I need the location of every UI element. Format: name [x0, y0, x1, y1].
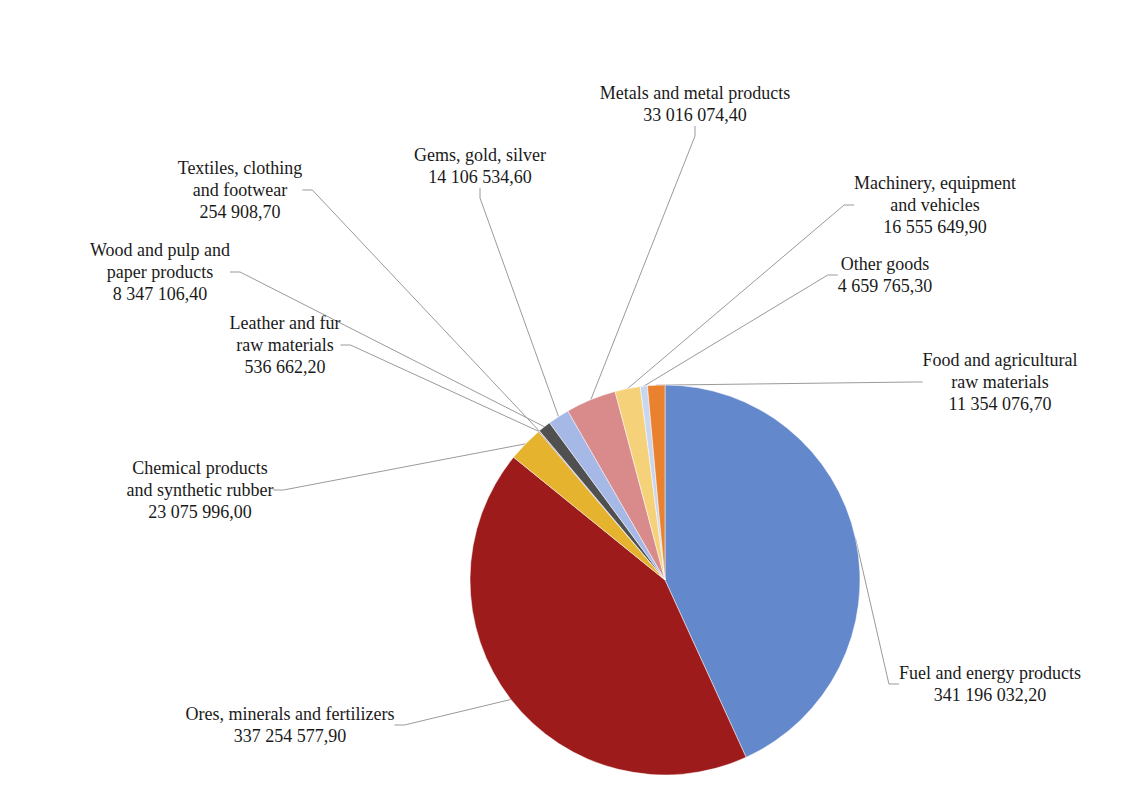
- svg-text:4 659 765,30: 4 659 765,30: [838, 276, 933, 296]
- svg-text:raw materials: raw materials: [236, 335, 333, 355]
- svg-text:Textiles, clothing: Textiles, clothing: [178, 158, 303, 178]
- svg-text:14 106 534,60: 14 106 534,60: [428, 167, 532, 187]
- svg-text:536 662,20: 536 662,20: [245, 357, 326, 377]
- svg-text:Ores, minerals and fertilizers: Ores, minerals and fertilizers: [186, 704, 395, 724]
- svg-text:Other goods: Other goods: [841, 254, 930, 274]
- svg-text:33 016 074,40: 33 016 074,40: [643, 105, 747, 125]
- svg-text:and footwear: and footwear: [193, 180, 287, 200]
- svg-text:11 354 076,70: 11 354 076,70: [949, 394, 1052, 414]
- svg-text:paper products: paper products: [107, 262, 213, 282]
- svg-text:16 555 649,90: 16 555 649,90: [883, 217, 987, 237]
- svg-text:341 196 032,20: 341 196 032,20: [934, 685, 1047, 705]
- svg-text:23 075 996,00: 23 075 996,00: [148, 502, 252, 522]
- svg-text:and synthetic rubber: and synthetic rubber: [127, 480, 274, 500]
- svg-text:337 254 577,90: 337 254 577,90: [234, 726, 347, 746]
- svg-text:Food and agricultural: Food and agricultural: [923, 350, 1078, 370]
- svg-text:8 347 106,40: 8 347 106,40: [113, 284, 208, 304]
- svg-text:Chemical products: Chemical products: [132, 458, 267, 478]
- svg-text:Fuel and energy products: Fuel and energy products: [899, 663, 1081, 683]
- svg-text:raw materials: raw materials: [951, 372, 1048, 392]
- svg-text:Machinery, equipment: Machinery, equipment: [854, 173, 1016, 193]
- svg-text:Wood and pulp and: Wood and pulp and: [90, 240, 230, 260]
- svg-text:and vehicles: and vehicles: [890, 195, 979, 215]
- svg-text:254 908,70: 254 908,70: [200, 202, 281, 222]
- svg-text:Leather and fur: Leather and fur: [230, 313, 341, 333]
- svg-text:Metals and metal products: Metals and metal products: [600, 83, 790, 103]
- svg-text:Gems, gold, silver: Gems, gold, silver: [414, 145, 546, 165]
